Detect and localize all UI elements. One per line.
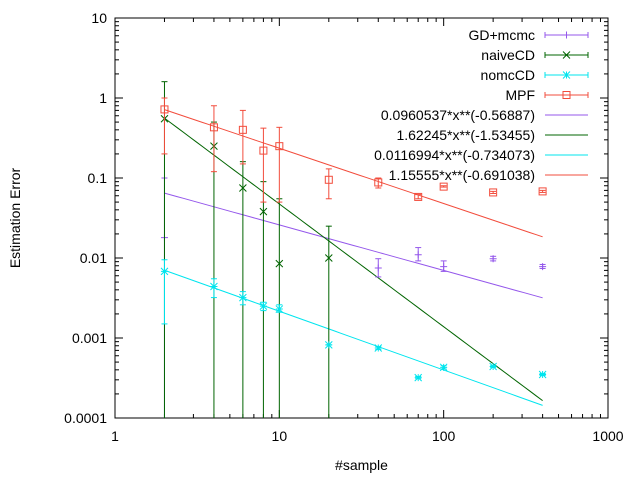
y-tick-label: 0.01 (80, 250, 107, 266)
fit-lines (164, 109, 543, 406)
fit-line (164, 109, 543, 238)
legend-label: 0.0960537*x**(-0.56887) (381, 107, 535, 123)
data-point-square (562, 91, 571, 99)
data-point-square (160, 105, 169, 114)
data-point-star (239, 293, 247, 302)
data-point-square (259, 146, 268, 155)
data-point-star (210, 282, 218, 291)
legend-label: naiveCD (481, 47, 535, 63)
x-tick-label: 100 (432, 428, 456, 444)
data-point-square (538, 187, 547, 196)
data-point-star (562, 71, 571, 79)
data-point-cross (259, 207, 268, 216)
legend-label: 1.15555*x**(-0.691038) (389, 167, 535, 183)
data-point-square (489, 188, 498, 197)
series-mpf (160, 97, 547, 203)
legend-label: nomcCD (481, 67, 535, 83)
data-series (160, 81, 547, 418)
data-point-plus (489, 255, 497, 263)
y-tick-label: 10 (91, 10, 107, 26)
x-tick-label: 10 (272, 428, 288, 444)
series-gd-mcmc (160, 177, 547, 418)
data-point-star (414, 373, 423, 382)
data-point-star (324, 341, 333, 349)
data-point-square (209, 123, 218, 132)
data-point-plus (440, 263, 448, 271)
legend-label: MPF (505, 87, 535, 103)
fit-line (164, 192, 543, 299)
data-point-star (275, 305, 284, 313)
legend: GD+mcmc naiveCD nomcCD MPF 0.0960537*x**(-0.… (374, 27, 589, 183)
data-point-plus (414, 251, 422, 259)
x-tick-label: 1000 (592, 428, 623, 444)
data-point-square (324, 175, 333, 184)
y-tick-label: 0.0001 (64, 410, 107, 426)
fit-line (164, 269, 543, 406)
fit-line (164, 117, 543, 402)
axis-titles: #sample Estimation Error (7, 167, 388, 473)
data-point-square (275, 142, 284, 151)
data-point-plus (374, 264, 382, 272)
data-point-star (259, 302, 268, 311)
plot-frame (114, 17, 609, 419)
data-point-cross (275, 259, 284, 268)
x-tick-label: 1 (111, 428, 119, 444)
data-point-plus (539, 263, 547, 271)
data-point-star (374, 344, 383, 352)
legend-label: 0.0116994*x**(-0.734073) (374, 147, 535, 163)
data-point-star (538, 370, 547, 379)
y-tick-label: 0.001 (72, 330, 107, 346)
data-point-cross (239, 184, 247, 192)
data-point-star (439, 363, 448, 372)
data-point-cross (324, 254, 333, 262)
data-point-square (238, 125, 247, 134)
legend-label: GD+mcmc (469, 27, 536, 43)
y-tick-label: 0.1 (88, 170, 108, 186)
data-point-plus (563, 31, 570, 39)
x-axis-title: #sample (335, 457, 388, 473)
series-nomccd (160, 259, 547, 382)
data-point-square (414, 192, 423, 201)
data-point-square (374, 178, 383, 187)
data-point-star (489, 362, 497, 371)
legend-label: 1.62245*x**(-1.53455) (396, 127, 535, 143)
data-point-square (439, 182, 448, 191)
y-tick-label: 1 (99, 90, 107, 106)
data-point-cross (562, 51, 571, 59)
y-axis-title: Estimation Error (7, 167, 23, 268)
axes: 1 10 100 1000 0.0001 0.001 0.01 0.1 1 10 (64, 10, 624, 444)
data-point-star (160, 267, 169, 276)
